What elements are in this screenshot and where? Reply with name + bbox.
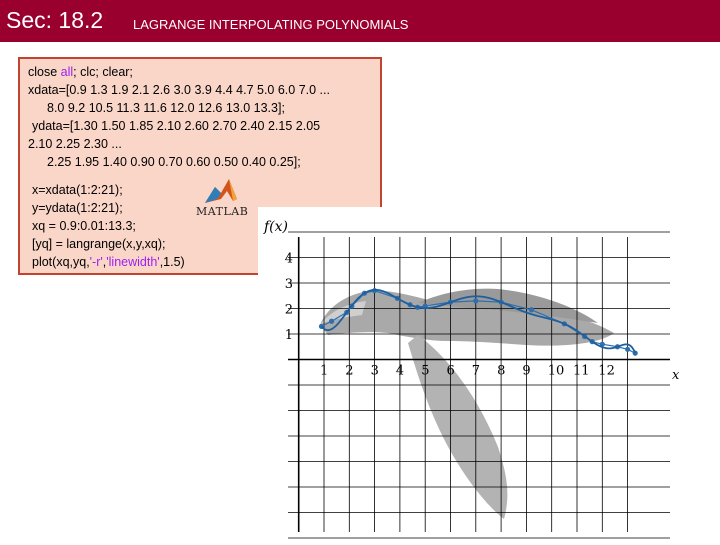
- interpolation-plot: 1 2 3 4 5 6 7 8 9 10 11 12 1 2 3 4 f(x) x: [258, 207, 720, 540]
- axes: [288, 237, 670, 532]
- series: [318, 288, 638, 356]
- code-line-9: xq = 0.9:0.01:13.3;: [32, 219, 136, 233]
- data-point: [328, 318, 335, 324]
- bird-silhouette: [320, 288, 614, 519]
- x-tick-label: 3: [371, 364, 379, 379]
- x-tick-label: 8: [497, 364, 505, 379]
- code-line-8: y=ydata(1:2:21);: [32, 201, 123, 215]
- data-point: [528, 307, 535, 313]
- x-tick-label: 11: [573, 364, 590, 379]
- y-tick-label: 3: [285, 277, 293, 292]
- x-tick-label: 9: [522, 364, 530, 379]
- code-line-3: 8.0 9.2 10.5 11.3 11.6 12.0 12.6 13.0 13…: [47, 101, 285, 115]
- code-line-1: close all; clc; clear;: [28, 65, 133, 79]
- matlab-logo-text: MATLAB: [196, 205, 249, 218]
- data-point: [599, 341, 605, 347]
- y-tick-label: 1: [285, 328, 293, 343]
- data-point: [625, 346, 631, 352]
- x-tick-label: 5: [421, 364, 429, 379]
- x-tick-label: 7: [472, 364, 480, 379]
- code-line-5: 2.10 2.25 2.30 ...: [28, 137, 122, 151]
- interpolation-curve: [320, 288, 637, 354]
- bird-body: [320, 290, 614, 346]
- bird-lower-wing: [408, 335, 508, 519]
- code-line-11: plot(xq,yq,'-r','linewidth',1.5): [32, 255, 185, 269]
- x-tick-label: 10: [548, 364, 565, 379]
- y-tick-label: 4: [285, 252, 293, 267]
- code-line-10: [yq] = langrange(x,y,xq);: [32, 237, 166, 251]
- code-box: close all; clc; clear; xdata=[0.9 1.3 1.…: [18, 57, 382, 275]
- code-line-6: 2.25 1.95 1.40 0.90 0.70 0.60 0.50 0.40 …: [47, 155, 301, 169]
- matlab-logo: MATLAB: [193, 177, 251, 221]
- x-tick-label: 12: [598, 364, 615, 379]
- x-tick-label: 4: [396, 364, 404, 379]
- section-title: LAGRANGE INTERPOLATING POLYNOMIALS: [133, 17, 409, 32]
- slide-header: Sec: 18.2 LAGRANGE INTERPOLATING POLYNOM…: [0, 0, 720, 42]
- data-point: [473, 298, 479, 304]
- x-axis-label: x: [672, 368, 680, 383]
- x-tick-label: 1: [320, 364, 328, 379]
- y-axis-label: f(x): [263, 219, 288, 235]
- x-tick-label: 6: [447, 364, 455, 379]
- section-number: Sec: 18.2: [6, 7, 104, 33]
- matlab-membrane-icon: [205, 179, 237, 203]
- y-tick-label: 2: [285, 303, 293, 318]
- x-tick-label: 2: [345, 364, 353, 379]
- code-line-2: xdata=[0.9 1.3 1.9 2.1 2.6 3.0 3.9 4.4 4…: [28, 83, 330, 97]
- code-line-7: x=xdata(1:2:21);: [32, 183, 123, 197]
- code-line-4: ydata=[1.30 1.50 1.85 2.10 2.60 2.70 2.4…: [32, 119, 321, 133]
